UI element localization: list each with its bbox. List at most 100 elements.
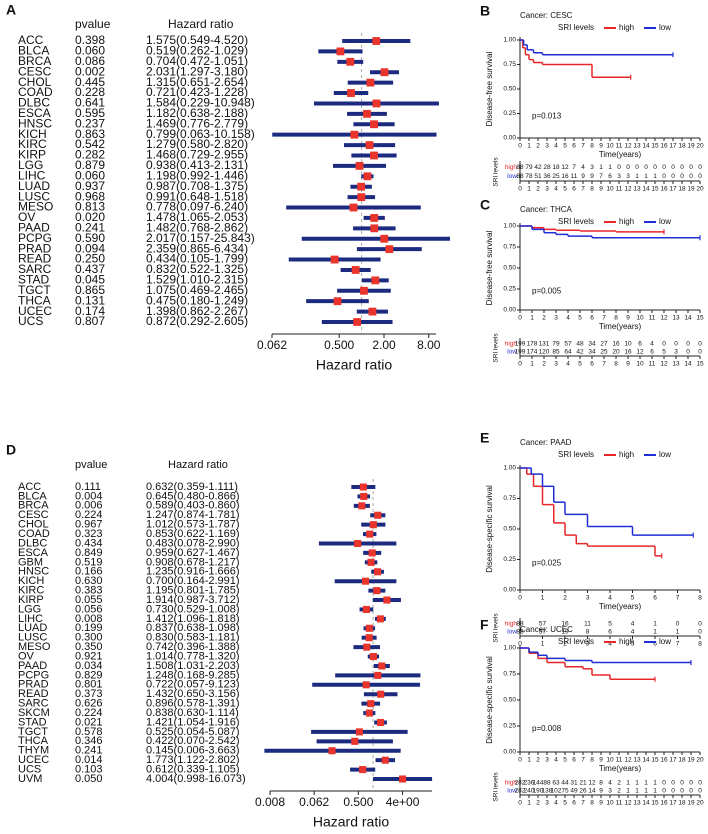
cancer-name: UCEC (18, 304, 52, 318)
cancer-name: THCA (18, 293, 51, 307)
x-tick-label: 6 (572, 757, 576, 764)
risk-row-label: low (507, 173, 517, 180)
risk-row-label: low (507, 788, 517, 795)
risk-x-tick-label: 5 (563, 186, 567, 193)
y-tick-label: 0.25 (503, 556, 516, 563)
risk-count: 0 (671, 164, 675, 171)
x-tick-label: 5 (631, 595, 635, 602)
cancer-name: OV (18, 650, 35, 662)
risk-x-tick-label: 14 (642, 186, 650, 193)
cancer-name: MESO (18, 641, 51, 653)
p-value: 0.630 (75, 575, 103, 587)
x-tick-label: 0 (518, 315, 522, 322)
hazard-ratio-point (366, 78, 375, 87)
cancer-name: COAD (18, 528, 50, 540)
risk-count: 0 (689, 788, 693, 795)
cancer-name: OV (18, 210, 35, 224)
x-tick-label: 12 (624, 757, 632, 764)
risk-row-label: high (505, 164, 518, 171)
risk-count: 0 (662, 164, 666, 171)
hazard-ratio-label: 0.632(0.359-1.111) (146, 481, 238, 493)
risk-count: 4 (608, 780, 612, 787)
x-tick-label: 0.062 (257, 338, 287, 352)
risk-count: 2 (617, 780, 621, 787)
risk-row-label: high (505, 341, 518, 348)
p-value: 0.045 (75, 273, 105, 287)
x-tick-label: 0.500 (343, 795, 373, 809)
risk-x-tick-label: 1 (527, 186, 531, 193)
x-tick-label: 7 (602, 315, 606, 322)
risk-count: 3 (590, 164, 594, 171)
cancer-name: SARC (18, 698, 49, 710)
cancer-name: KICH (18, 575, 44, 587)
cancer-name: TGCT (18, 283, 51, 297)
hazard-ratio-label: 0.612(0.339-1.105) (146, 763, 240, 775)
risk-count: 0 (698, 349, 702, 356)
hazard-ratio-label: 1.235(0.916-1.666) (146, 566, 240, 578)
x-tick-label: 2 (536, 757, 540, 764)
cancer-name: BLCA (18, 490, 47, 502)
risk-count: 1 (644, 780, 648, 787)
risk-count: 1 (635, 788, 639, 795)
p-value: 0.002 (75, 64, 105, 78)
p-value: 0.094 (75, 241, 105, 255)
risk-count: 9 (599, 788, 603, 795)
x-tick-label: 9 (626, 315, 630, 322)
cancer-name: LIHC (18, 168, 46, 182)
cancer-name: CHOL (18, 75, 52, 89)
cancer-name: LGG (18, 603, 41, 615)
risk-count: 0 (689, 780, 693, 787)
risk-x-tick-label: 9 (599, 186, 603, 193)
risk-x-tick-label: 5 (563, 800, 567, 807)
risk-x-tick-label: 2 (563, 641, 567, 648)
risk-count: 240 (524, 788, 535, 795)
hazard-ratio-point (333, 297, 342, 306)
risk-x-tick-label: 12 (624, 186, 632, 193)
risk-table-label: SRI levels (493, 157, 500, 187)
risk-table-label: SRI levels (493, 333, 500, 363)
x-tick-label: 16 (660, 143, 668, 150)
hazard-ratio-label: 0.422(0.070-2.542) (146, 735, 240, 747)
hazard-ratio-point (351, 737, 359, 745)
risk-count: 44 (561, 780, 569, 787)
hazard-ratio-label: 4.004(0.998-16.073) (146, 773, 246, 785)
hazard-ratio-label: 1.468(0.729-2.955) (146, 148, 248, 162)
risk-count: 0 (662, 780, 666, 787)
hazard-ratio-label: 1.432(0.650-3.156) (146, 688, 240, 700)
panel-label: D (6, 442, 16, 458)
hazard-ratio-label: 0.721(0.423-1.228) (146, 85, 248, 99)
risk-count: 20 (612, 349, 620, 356)
hazard-ratio-point (362, 681, 370, 689)
p-value: 0.006 (75, 500, 103, 512)
risk-count: 79 (525, 164, 533, 171)
risk-x-tick-label: 13 (633, 186, 641, 193)
risk-count: 1 (608, 164, 612, 171)
risk-count: 102 (551, 788, 562, 795)
p-value: 0.020 (75, 210, 105, 224)
p-value: 0.346 (75, 735, 103, 747)
y-tick-label: 0.75 (503, 495, 516, 502)
risk-count: 1 (626, 788, 630, 795)
risk-x-tick-label: 1 (530, 361, 534, 368)
hazard-ratio-point (377, 690, 385, 698)
cancer-name: UCEC (18, 754, 49, 766)
hazard-ratio-point (374, 511, 382, 519)
cancer-name: THCA (18, 735, 49, 747)
y-tick-label: 0.25 (503, 286, 516, 293)
p-value: 0.641 (75, 96, 105, 110)
risk-count: 3 (674, 349, 678, 356)
risk-x-tick-label: 18 (678, 186, 686, 193)
hazard-ratio-label: 1.575(0.549-4.520) (146, 33, 248, 47)
x-tick-label: 15 (651, 143, 659, 150)
hazard-ratio-point (376, 615, 384, 623)
risk-count: 85 (552, 349, 560, 356)
x-tick-label: 6 (590, 315, 594, 322)
p-value: 0.111 (75, 481, 101, 493)
y-tick-label: 0.50 (503, 697, 516, 704)
hazard-ratio-point (373, 587, 381, 595)
panel-label: E (480, 430, 489, 446)
risk-x-tick-label: 3 (545, 186, 549, 193)
column-header: pvalue (75, 459, 107, 471)
cancer-name: COAD (18, 85, 53, 99)
p-value: 0.937 (75, 179, 105, 193)
